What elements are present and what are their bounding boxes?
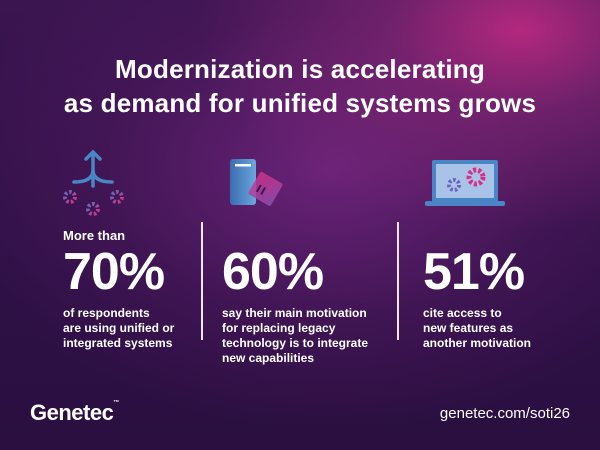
server-floppy-icon xyxy=(230,159,283,206)
stat-description: of respondents are using unified or inte… xyxy=(63,306,174,351)
logo-text: Genetec xyxy=(30,400,114,425)
stat-value: 70% xyxy=(63,243,165,301)
stat-prefix xyxy=(423,228,531,244)
desc-line: of respondents xyxy=(63,306,150,320)
desc-line: cite access to xyxy=(423,306,502,320)
desc-line: say their main motivation xyxy=(222,306,367,320)
stat-60: 60% say their main motivation for replac… xyxy=(222,228,368,366)
stat-description: cite access to new features as another m… xyxy=(423,306,531,351)
desc-line: new features as xyxy=(423,321,514,335)
desc-line: for replacing legacy xyxy=(222,321,336,335)
headline-line-1: Modernization is accelerating xyxy=(115,54,485,84)
laptop-gears-icon xyxy=(425,160,505,206)
stat-description: say their main motivation for replacing … xyxy=(222,306,368,366)
desc-line: technology is to integrate xyxy=(222,336,369,350)
stat-51: 51% cite access to new features as anoth… xyxy=(423,228,531,351)
website-url: genetec.com/soti26 xyxy=(439,405,570,422)
stat-prefix xyxy=(222,228,368,244)
headline-line-2: as demand for unified systems grows xyxy=(63,88,537,118)
trademark: ™ xyxy=(113,400,119,406)
desc-line: integrated systems xyxy=(63,336,173,350)
desc-line: are using unified or xyxy=(63,321,175,335)
desc-line: another motivation xyxy=(423,336,532,350)
genetec-logo: Genetec™ xyxy=(30,400,119,426)
divider xyxy=(201,222,203,340)
headline: Modernization is accelerating as demand … xyxy=(0,52,600,120)
stat-70: More than 70% of respondents are using u… xyxy=(63,228,174,351)
stat-prefix: More than xyxy=(63,228,126,243)
stat-value: 51% xyxy=(423,243,525,301)
desc-line: new capabilities xyxy=(222,351,315,365)
merge-arrow-gears-icon xyxy=(63,149,124,216)
stat-value: 60% xyxy=(222,243,324,301)
divider xyxy=(397,222,399,340)
